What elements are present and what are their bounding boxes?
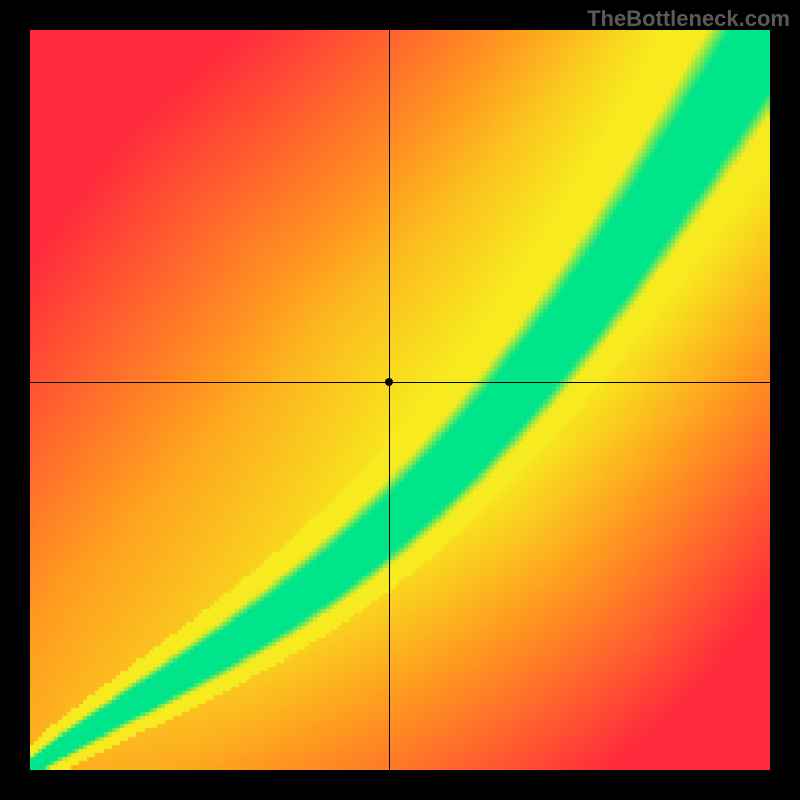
crosshair-marker <box>385 378 393 386</box>
watermark-text: TheBottleneck.com <box>587 6 790 32</box>
plot-area <box>30 30 770 770</box>
bottleneck-heatmap <box>30 30 770 770</box>
crosshair-horizontal <box>30 382 770 383</box>
crosshair-vertical <box>389 30 390 770</box>
chart-container: TheBottleneck.com <box>0 0 800 800</box>
